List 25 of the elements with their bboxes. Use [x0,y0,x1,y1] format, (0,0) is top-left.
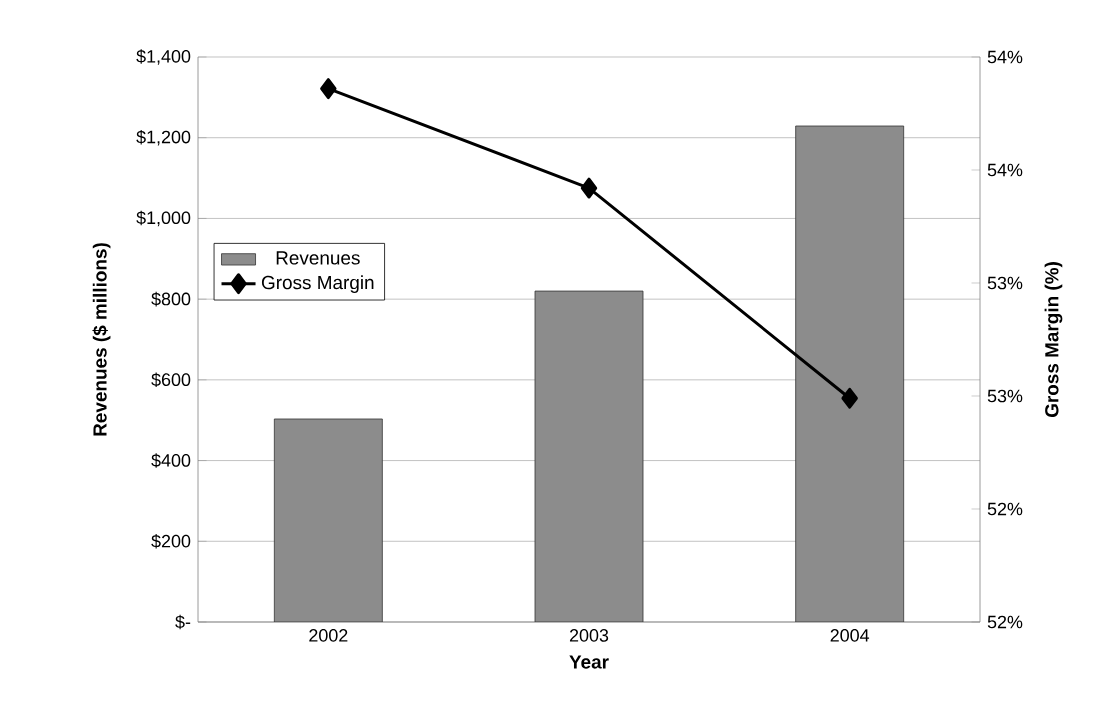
y-tick-label: $400 [151,453,191,468]
point [580,177,598,199]
y-tick-label: $800 [151,291,191,307]
y-tick-label: $1,000 [136,210,191,227]
y2-tick-label: 52% [987,502,1023,516]
x-tick-label: 2004 [830,629,870,642]
legend-label: Revenues [276,251,360,265]
y2-tick-label: 54% [987,163,1023,177]
y2-tick-label: 54% [987,50,1023,64]
legend-label: Gross Margin [261,275,374,293]
x-axis-title: Year [569,655,609,669]
y-tick-label: $600 [151,372,191,388]
point [320,78,337,100]
y-tick-label: $1,400 [136,49,191,65]
y-axis-title: Revenues ($ millions) [92,243,111,436]
y2-tick-label: 52% [987,615,1023,629]
x-tick-label: 2002 [309,629,348,642]
y2-axis-title: Gross Margin (%) [1044,262,1063,418]
x-tick-label: 2003 [569,629,609,642]
y-tick-label: $1,200 [136,129,191,146]
y2-tick-label: 53% [987,276,1023,290]
y-tick-label: $200 [151,534,191,549]
y-tick-label: $- [175,614,191,630]
point [841,387,858,409]
y2-tick-label: 53% [987,389,1023,403]
